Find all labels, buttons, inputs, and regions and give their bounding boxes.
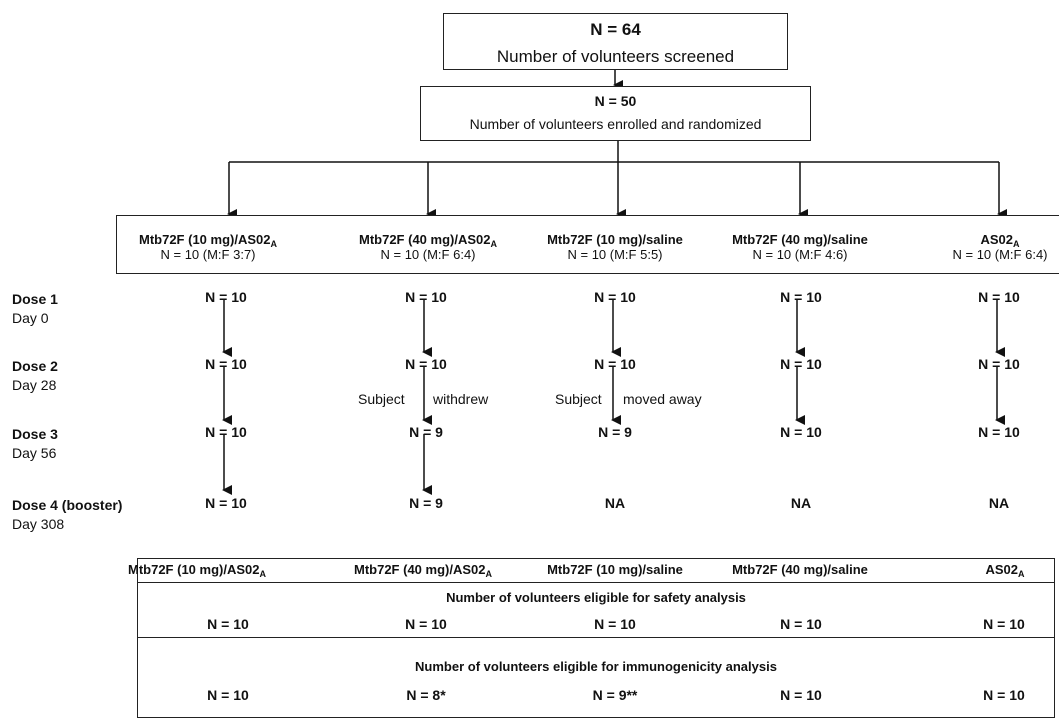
safety-value-4: N = 10 [780,616,822,632]
immuno-value-4: N = 10 [780,687,822,703]
dose-3-label: Dose 3 Day 56 [12,425,58,463]
dose-3-value-4: N = 10 [780,424,822,440]
group-1: Mtb72F (10 mg)/AS02A N = 10 (M:F 3:7) [108,232,308,262]
immuno-value-1: N = 10 [207,687,249,703]
dose-1-value-3: N = 10 [594,289,636,305]
dose-1-value-4: N = 10 [780,289,822,305]
group-2: Mtb72F (40 mg)/AS02A N = 10 (M:F 6:4) [328,232,528,262]
dose-4-value-3: NA [604,495,626,511]
dose-4-value-1: N = 10 [205,495,247,511]
results-divider-1 [138,582,1054,583]
safety-value-5: N = 10 [983,616,1025,632]
group-3-name: Mtb72F (10 mg)/saline [547,232,683,247]
safety-value-1: N = 10 [207,616,249,632]
results-header-3: Mtb72F (10 mg)/saline [515,562,715,577]
dose-2-day: Day 28 [12,377,57,393]
dropout-2-right: moved away [623,391,702,407]
results-header-4-name: Mtb72F (40 mg)/saline [732,562,868,577]
group-5: AS02A N = 10 (M:F 6:4) [900,232,1059,262]
dose-3-name: Dose 3 [12,426,58,442]
dose-1-value-2: N = 10 [405,289,447,305]
dose-1-label: Dose 1 Day 0 [12,290,58,328]
dose-3-value-3: N = 9 [598,424,632,440]
group-5-detail: N = 10 (M:F 6:4) [952,247,1048,262]
enrolled-box: N = 50 Number of volunteers enrolled and… [420,86,811,141]
group-4-detail: N = 10 (M:F 4:6) [752,247,848,262]
dose-3-value-1: N = 10 [205,424,247,440]
group-2-detail: N = 10 (M:F 6:4) [380,247,476,262]
group-3-detail: N = 10 (M:F 5:5) [567,247,663,262]
results-table: Number of volunteers eligible for safety… [137,558,1055,718]
group-1-name: Mtb72F (10 mg)/AS02A [139,232,277,249]
safety-value-2: N = 10 [405,616,447,632]
group-3: Mtb72F (10 mg)/saline N = 10 (M:F 5:5) [515,232,715,262]
safety-value-3: N = 10 [594,616,636,632]
results-divider-2 [138,637,1054,638]
immuno-value-3: N = 9** [592,687,638,703]
results-header-2: Mtb72F (40 mg)/AS02A [323,562,523,579]
screened-label: Number of volunteers screened [496,47,735,66]
safety-title: Number of volunteers eligible for safety… [446,590,746,605]
dose-4-value-2: N = 9 [409,495,443,511]
dose-2-label: Dose 2 Day 28 [12,357,58,395]
dose-1-value-1: N = 10 [205,289,247,305]
dose-3-value-5: N = 10 [978,424,1020,440]
dose-3-day: Day 56 [12,445,57,461]
group-2-name: Mtb72F (40 mg)/AS02A [359,232,497,249]
dose-2-value-2: N = 10 [405,356,447,372]
dropout-2-left: Subject [555,391,602,407]
dose-3-value-2: N = 9 [409,424,443,440]
dose-1-day: Day 0 [12,310,49,326]
group-box [116,215,1059,274]
dose-1-value-5: N = 10 [978,289,1020,305]
dropout-1-right: withdrew [433,391,489,407]
results-header-1: Mtb72F (10 mg)/AS02A [97,562,297,579]
dose-2-value-4: N = 10 [780,356,822,372]
dropout-1-left: Subject [358,391,405,407]
dose-4-name: Dose 4 (booster) [12,497,123,513]
dose-2-value-1: N = 10 [205,356,247,372]
group-5-name: AS02A [980,232,1020,249]
enrolled-label: Number of volunteers enrolled and random… [469,116,762,132]
screened-count: N = 64 [590,20,641,39]
results-header-5: AS02A [905,562,1059,579]
group-4-name: Mtb72F (40 mg)/saline [732,232,868,247]
dose-2-value-5: N = 10 [978,356,1020,372]
dose-2-value-3: N = 10 [594,356,636,372]
dose-4-label: Dose 4 (booster) Day 308 [12,496,122,534]
dose-4-day: Day 308 [12,516,65,532]
results-header-4: Mtb72F (40 mg)/saline [700,562,900,577]
dose-4-value-5: NA [988,495,1010,511]
results-header-5-name: AS02A [985,562,1025,579]
enrolled-count: N = 50 [594,93,637,109]
dose-4-value-4: NA [790,495,812,511]
immuno-value-5: N = 10 [983,687,1025,703]
dose-2-name: Dose 2 [12,358,58,374]
results-header-3-name: Mtb72F (10 mg)/saline [547,562,683,577]
group-4: Mtb72F (40 mg)/saline N = 10 (M:F 4:6) [700,232,900,262]
screened-box: N = 64 Number of volunteers screened [443,13,788,70]
results-header-2-name: Mtb72F (40 mg)/AS02A [354,562,492,579]
immuno-value-2: N = 8* [406,687,446,703]
immunogenicity-title: Number of volunteers eligible for immuno… [415,659,777,674]
results-header-1-name: Mtb72F (10 mg)/AS02A [128,562,266,579]
group-1-detail: N = 10 (M:F 3:7) [160,247,256,262]
dose-1-name: Dose 1 [12,291,58,307]
